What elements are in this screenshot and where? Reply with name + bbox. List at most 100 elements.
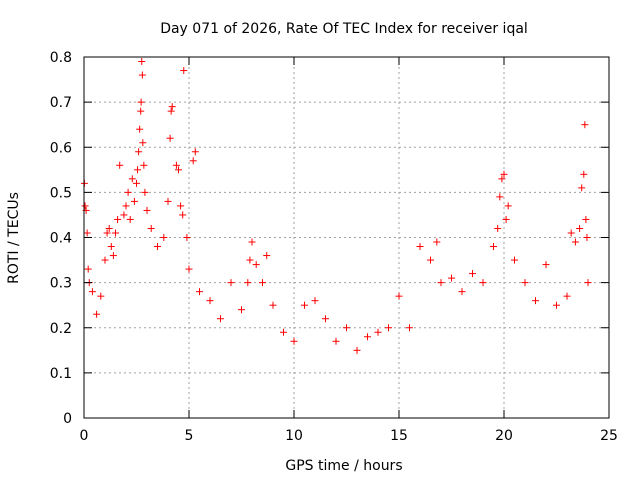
- roti-point: [83, 229, 91, 237]
- roti-point: [122, 202, 130, 210]
- roti-point: [469, 270, 476, 278]
- y-tick-label: 0.4: [50, 231, 72, 247]
- roti-point: [180, 67, 188, 75]
- roti-point: [168, 103, 176, 111]
- roti-point: [584, 279, 592, 287]
- roti-point: [385, 324, 392, 332]
- roti-point: [582, 215, 590, 223]
- roti-point: [571, 238, 579, 246]
- axes-layer: 0 5 10 15 20 25 0 0.1 0.2 0.3 0.4 0.5 0.6 0.7 0.8: [50, 50, 618, 444]
- roti-point: [126, 215, 134, 223]
- roti-point: [502, 215, 510, 223]
- roti-point: [124, 188, 132, 196]
- roti-point: [269, 301, 277, 309]
- roti-point: [227, 279, 235, 287]
- roti-point: [103, 229, 111, 237]
- roti-point: [166, 134, 174, 142]
- roti-point: [521, 279, 529, 287]
- roti-point: [567, 229, 575, 237]
- roti-point: [206, 297, 214, 305]
- y-tick-label: 0.7: [50, 95, 72, 111]
- y-axis-title: ROTI / TECUs: [6, 192, 22, 284]
- roti-point: [532, 297, 539, 305]
- roti-point: [433, 238, 441, 246]
- roti-point: [580, 170, 588, 178]
- roti-point: [583, 234, 591, 241]
- roti-point: [322, 315, 329, 323]
- roti-point: [128, 175, 136, 183]
- roti-point: [135, 148, 143, 156]
- roti-point: [563, 292, 571, 300]
- x-tick-label: 15: [390, 428, 408, 444]
- roti-point: [196, 288, 203, 296]
- roti-point: [248, 238, 256, 246]
- roti-point: [364, 333, 371, 341]
- roti-point: [395, 292, 403, 300]
- roti-point: [494, 224, 502, 232]
- roti-point: [93, 310, 101, 318]
- roti-point: [217, 315, 224, 323]
- roti-point: [416, 243, 424, 251]
- roti-point: [139, 139, 147, 147]
- roti-point: [143, 206, 151, 214]
- roti-point: [542, 261, 550, 269]
- y-tick-label: 0.6: [50, 140, 72, 156]
- x-tick-label: 25: [600, 428, 618, 444]
- roti-point: [167, 107, 175, 115]
- roti-point: [263, 252, 271, 260]
- roti-point: [137, 107, 145, 115]
- roti-point: [185, 265, 193, 273]
- roti-point: [437, 279, 445, 287]
- roti-point: [576, 224, 584, 232]
- roti-point: [179, 211, 187, 219]
- roti-point: [136, 125, 144, 133]
- roti-point: [105, 224, 113, 232]
- roti-point: [189, 157, 197, 165]
- roti-point: [332, 337, 340, 345]
- roti-point: [311, 297, 319, 305]
- roti-point: [244, 279, 252, 287]
- y-tick-label: 0.3: [50, 276, 72, 292]
- roti-point: [406, 324, 413, 332]
- roti-point: [134, 166, 142, 174]
- roti-point: [581, 121, 589, 129]
- roti-point: [112, 229, 119, 237]
- x-tick-label: 20: [495, 428, 513, 444]
- roti-point: [133, 179, 140, 187]
- roti-point: [458, 288, 466, 296]
- roti-point: [511, 256, 518, 264]
- roti-point: [175, 166, 182, 174]
- roti-point: [140, 161, 148, 169]
- chart-title: Day 071 of 2026, Rate Of TEC Index for r…: [160, 21, 528, 37]
- y-tick-label: 0: [63, 411, 72, 427]
- roti-point: [109, 252, 117, 260]
- roti-point: [88, 288, 96, 296]
- roti-point: [280, 328, 287, 336]
- roti-point: [479, 279, 487, 287]
- y-tick-label: 0.2: [50, 321, 72, 337]
- roti-point: [448, 274, 455, 282]
- roti-point: [81, 202, 89, 210]
- roti-point: [427, 256, 434, 264]
- roti-point: [183, 234, 191, 241]
- roti-point: [107, 243, 115, 251]
- roti-point: [120, 211, 128, 219]
- points-layer: [80, 58, 592, 354]
- roti-point: [374, 328, 382, 336]
- y-tick-label: 0.8: [50, 50, 72, 66]
- roti-point: [84, 265, 92, 273]
- roti-point: [130, 197, 138, 205]
- roti-point: [160, 234, 168, 241]
- roti-point: [504, 202, 512, 210]
- roti-point: [114, 215, 122, 223]
- roti-point: [137, 98, 145, 106]
- roti-point: [177, 202, 185, 210]
- roti-point: [116, 161, 124, 169]
- roti-point: [259, 279, 266, 287]
- roti-point: [290, 337, 298, 345]
- roti-point: [97, 292, 105, 300]
- roti-point: [138, 71, 146, 79]
- x-axis-title: GPS time / hours: [285, 458, 402, 474]
